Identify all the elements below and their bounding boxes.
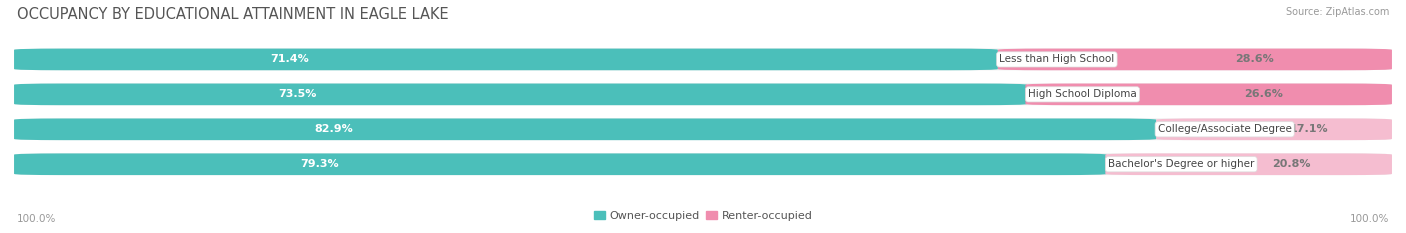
FancyBboxPatch shape <box>998 49 1392 70</box>
Text: 82.9%: 82.9% <box>315 124 353 134</box>
FancyBboxPatch shape <box>1156 118 1392 140</box>
FancyBboxPatch shape <box>14 154 1107 175</box>
Text: 100.0%: 100.0% <box>17 214 56 224</box>
Text: Bachelor's Degree or higher: Bachelor's Degree or higher <box>1108 159 1254 169</box>
Text: 71.4%: 71.4% <box>270 55 309 64</box>
Text: Source: ZipAtlas.com: Source: ZipAtlas.com <box>1285 7 1389 17</box>
FancyBboxPatch shape <box>14 49 1392 70</box>
Text: 100.0%: 100.0% <box>1350 214 1389 224</box>
FancyBboxPatch shape <box>14 154 1392 175</box>
Text: 73.5%: 73.5% <box>278 89 316 99</box>
FancyBboxPatch shape <box>14 49 998 70</box>
Text: Less than High School: Less than High School <box>1000 55 1115 64</box>
Text: 17.1%: 17.1% <box>1291 124 1329 134</box>
Legend: Owner-occupied, Renter-occupied: Owner-occupied, Renter-occupied <box>589 206 817 225</box>
Text: OCCUPANCY BY EDUCATIONAL ATTAINMENT IN EAGLE LAKE: OCCUPANCY BY EDUCATIONAL ATTAINMENT IN E… <box>17 7 449 22</box>
Text: 79.3%: 79.3% <box>301 159 339 169</box>
FancyBboxPatch shape <box>1025 84 1392 105</box>
Text: 20.8%: 20.8% <box>1272 159 1310 169</box>
FancyBboxPatch shape <box>14 118 1156 140</box>
FancyBboxPatch shape <box>1105 154 1392 175</box>
Text: College/Associate Degree: College/Associate Degree <box>1157 124 1292 134</box>
FancyBboxPatch shape <box>14 84 1392 105</box>
FancyBboxPatch shape <box>14 118 1392 140</box>
Text: 26.6%: 26.6% <box>1244 89 1284 99</box>
FancyBboxPatch shape <box>14 84 1026 105</box>
Text: High School Diploma: High School Diploma <box>1028 89 1137 99</box>
Text: 28.6%: 28.6% <box>1234 55 1274 64</box>
